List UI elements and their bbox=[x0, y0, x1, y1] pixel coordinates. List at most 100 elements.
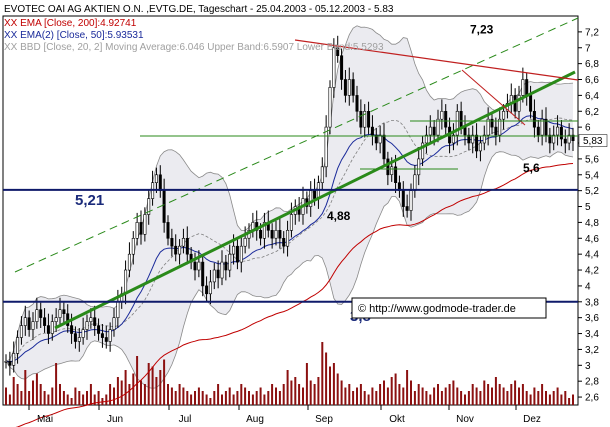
x-tick-label: Okt bbox=[389, 414, 405, 425]
candle-body bbox=[139, 222, 143, 235]
candle-body bbox=[540, 118, 544, 136]
candle-body bbox=[409, 190, 413, 211]
candle-body bbox=[478, 142, 482, 152]
candle-body bbox=[343, 79, 347, 96]
candle-body bbox=[536, 126, 540, 136]
candle-body bbox=[19, 325, 23, 338]
volume-bar bbox=[518, 387, 520, 405]
candle-body bbox=[517, 95, 521, 112]
y-tick-label: 4 bbox=[585, 281, 591, 292]
candle-body bbox=[286, 230, 290, 247]
candle-body bbox=[413, 174, 417, 192]
volume-bar bbox=[182, 387, 185, 405]
volume-bar bbox=[298, 384, 301, 405]
volume-bar bbox=[329, 366, 331, 405]
volume-bar bbox=[28, 391, 31, 405]
candle-body bbox=[39, 309, 43, 318]
y-tick-label: 7,2 bbox=[585, 27, 599, 38]
candle-body bbox=[332, 47, 336, 88]
candle-body bbox=[440, 111, 444, 120]
x-tick-label: Nov bbox=[456, 414, 474, 425]
candle-body bbox=[347, 79, 351, 96]
volume-bar bbox=[475, 387, 478, 405]
candle-body bbox=[46, 325, 50, 334]
candle-body bbox=[363, 111, 367, 128]
volume-bar bbox=[124, 370, 127, 405]
trend-lines bbox=[3, 17, 579, 330]
volume-bar bbox=[267, 391, 270, 405]
volume-bar bbox=[236, 391, 239, 405]
volume-bar bbox=[24, 370, 27, 405]
candle-body bbox=[12, 353, 16, 366]
volume-bar bbox=[47, 394, 50, 405]
candle-body bbox=[62, 309, 66, 315]
candle-body bbox=[559, 126, 563, 140]
volume-bar bbox=[464, 394, 466, 405]
candle-body bbox=[235, 245, 239, 263]
uptrend-line bbox=[54, 70, 576, 330]
candle-body bbox=[378, 134, 382, 144]
candle-body bbox=[498, 118, 502, 136]
volume-bar bbox=[302, 387, 304, 405]
candle-body bbox=[185, 238, 189, 255]
candle-body bbox=[127, 253, 131, 271]
candle-body bbox=[77, 337, 81, 342]
chart-title: EVOTEC OAI AG AKTIEN O.N. ,EVTG.DE, Tage… bbox=[4, 4, 394, 15]
candle-body bbox=[355, 95, 359, 112]
volume-bar bbox=[456, 387, 459, 405]
volume-bar bbox=[383, 380, 385, 405]
volume-bar bbox=[356, 387, 358, 405]
volume-bar bbox=[151, 366, 154, 405]
volume-bar bbox=[240, 384, 243, 405]
volume-bar bbox=[290, 380, 293, 405]
candle-body bbox=[212, 269, 216, 283]
volume-bar bbox=[251, 394, 254, 405]
candle-body bbox=[525, 79, 529, 96]
candle-body bbox=[131, 238, 135, 255]
y-tick-label: 4,2 bbox=[585, 266, 599, 277]
volume-bar bbox=[93, 394, 96, 405]
candle-body bbox=[104, 337, 108, 342]
candle-body bbox=[116, 301, 120, 318]
y-tick-label: 6,2 bbox=[585, 107, 599, 118]
volume-bar bbox=[136, 356, 139, 405]
candle-body bbox=[23, 317, 27, 326]
x-tick-label: Sep bbox=[315, 414, 333, 425]
volume-bar bbox=[444, 387, 447, 405]
volume-bar bbox=[228, 387, 231, 405]
ema50-line bbox=[5, 115, 574, 363]
x-tick-label: Jun bbox=[107, 414, 123, 425]
bollinger-fill bbox=[6, 25, 573, 389]
volume-bar bbox=[97, 391, 100, 405]
volume-bar bbox=[548, 394, 551, 405]
candle-body bbox=[81, 329, 85, 338]
volume-bar bbox=[263, 394, 266, 405]
resistance-line bbox=[294, 39, 579, 81]
volume-bar bbox=[467, 391, 470, 405]
candle-body bbox=[31, 321, 35, 330]
candle-body bbox=[262, 222, 266, 239]
volume-bar bbox=[12, 377, 15, 405]
volume-bar bbox=[197, 387, 200, 405]
volume-bar bbox=[255, 391, 258, 405]
volume-bar bbox=[309, 380, 312, 405]
candle-body bbox=[544, 118, 548, 136]
volume-bar bbox=[43, 391, 46, 405]
candle-body bbox=[324, 126, 328, 168]
volume-bar bbox=[568, 398, 571, 405]
volume-bar bbox=[398, 384, 401, 405]
bollinger-lower-band bbox=[5, 151, 574, 389]
candle-body bbox=[54, 317, 58, 323]
legend: EVOTEC OAI AG AKTIEN O.N. ,EVTG.DE, Tage… bbox=[4, 4, 394, 53]
volume-bar bbox=[348, 384, 351, 405]
candle-body bbox=[351, 79, 355, 96]
volume-bar bbox=[533, 387, 536, 405]
last-price-box bbox=[578, 134, 608, 147]
candle-body bbox=[16, 337, 20, 354]
y-tick-label: 6,6 bbox=[585, 75, 599, 86]
volume-bar bbox=[317, 377, 320, 405]
volume-bar bbox=[379, 384, 382, 405]
volume-bar bbox=[248, 391, 250, 405]
volume-bar bbox=[221, 394, 223, 405]
volume-bar bbox=[244, 387, 247, 405]
